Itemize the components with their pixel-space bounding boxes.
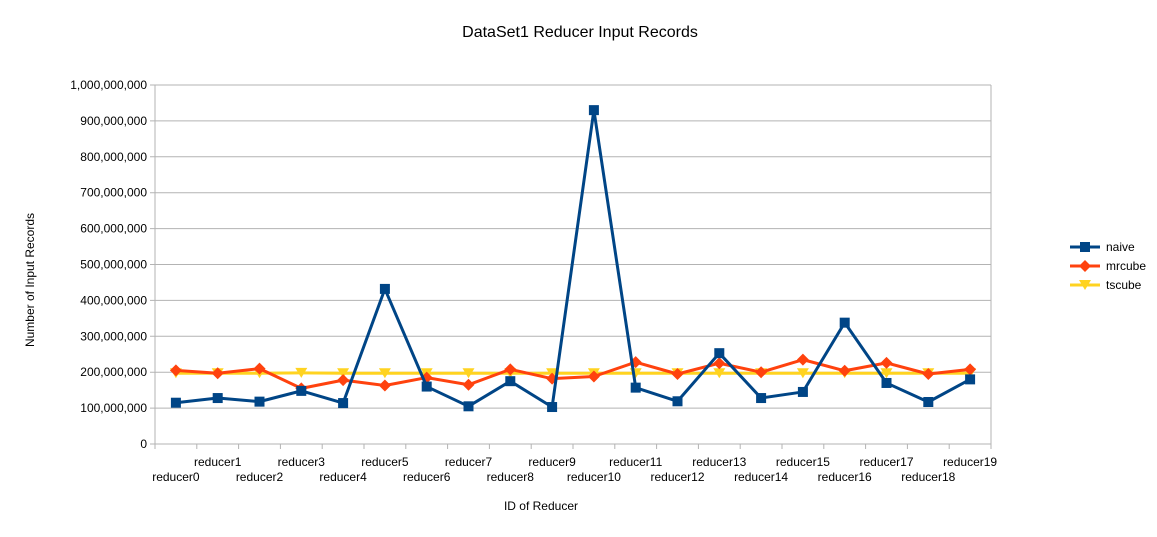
- data-point-naive: [464, 401, 474, 411]
- axes: 0 100,000,000 200,000,000 300,000,000 400,00…: [70, 78, 997, 484]
- x-tick-label: reducer18: [901, 470, 955, 484]
- data-point-naive: [213, 393, 223, 403]
- x-tick-label: reducer12: [650, 470, 704, 484]
- data-point-mrcube: [881, 357, 893, 369]
- x-tick-label: reducer3: [278, 455, 326, 469]
- gridlines: [150, 85, 991, 444]
- x-tick-label: reducer16: [818, 470, 872, 484]
- x-tick-label: reducer19: [943, 455, 997, 469]
- series-naive: [171, 105, 975, 412]
- x-tick-label: reducer13: [692, 455, 746, 469]
- x-tick-label: reducer1: [194, 455, 242, 469]
- y-tick-label: 400,000,000: [80, 293, 147, 307]
- x-tick-label: reducer7: [445, 455, 493, 469]
- data-point-naive: [547, 402, 557, 412]
- y-tick-label: 900,000,000: [80, 114, 147, 128]
- x-tick-label: reducer9: [528, 455, 576, 469]
- data-point-mrcube: [839, 365, 851, 377]
- data-point-naive: [505, 376, 515, 386]
- y-tick-label: 200,000,000: [80, 365, 147, 379]
- data-point-naive: [714, 348, 724, 358]
- y-tick-label: 1,000,000,000: [70, 78, 147, 92]
- x-tick-label: reducer14: [734, 470, 788, 484]
- data-point-naive: [171, 398, 181, 408]
- data-point-naive: [589, 105, 599, 115]
- x-tick-label: reducer8: [487, 470, 535, 484]
- data-point-mrcube: [755, 366, 767, 378]
- legend-marker: [1079, 260, 1091, 272]
- y-tick-label: 100,000,000: [80, 401, 147, 415]
- data-point-naive: [840, 318, 850, 328]
- x-tick-label: reducer17: [859, 455, 913, 469]
- data-point-naive: [422, 382, 432, 392]
- y-axis-label: Number of Input Records: [23, 213, 37, 347]
- data-point-naive: [882, 378, 892, 388]
- data-point-naive: [965, 374, 975, 384]
- data-point-naive: [255, 397, 265, 407]
- x-tick-label: reducer0: [152, 470, 200, 484]
- legend-item-mrcube: mrcube: [1070, 259, 1146, 273]
- legend-marker: [1080, 242, 1090, 252]
- data-point-mrcube: [337, 374, 349, 386]
- legend-item-tscube: tscube: [1070, 278, 1142, 292]
- x-tick-label: reducer15: [776, 455, 830, 469]
- data-point-naive: [338, 398, 348, 408]
- data-point-naive: [673, 396, 683, 406]
- y-tick-label: 600,000,000: [80, 222, 147, 236]
- data-point-naive: [380, 284, 390, 294]
- series-line-naive: [176, 110, 970, 407]
- legend: naive mrcube tscube: [1070, 240, 1146, 292]
- x-tick-label: reducer6: [403, 470, 451, 484]
- data-point-naive: [798, 387, 808, 397]
- x-tick-label: reducer2: [236, 470, 284, 484]
- x-axis-label: ID of Reducer: [504, 499, 578, 513]
- y-tick-label: 800,000,000: [80, 150, 147, 164]
- legend-label: mrcube: [1106, 259, 1146, 273]
- y-tick-label: 0: [140, 437, 147, 451]
- data-point-mrcube: [797, 354, 809, 366]
- x-tick-label: reducer4: [319, 470, 367, 484]
- data-point-naive: [296, 386, 306, 396]
- x-tick-label: reducer10: [567, 470, 621, 484]
- x-tick-label: reducer11: [609, 455, 662, 469]
- data-point-mrcube: [379, 379, 391, 391]
- data-point-naive: [923, 397, 933, 407]
- y-tick-label: 500,000,000: [80, 258, 147, 272]
- y-tick-label: 700,000,000: [80, 186, 147, 200]
- legend-label: naive: [1106, 240, 1135, 254]
- series-layer: [170, 105, 976, 412]
- legend-label: tscube: [1106, 278, 1142, 292]
- data-point-naive: [756, 393, 766, 403]
- data-point-mrcube: [463, 379, 475, 391]
- data-point-naive: [631, 383, 641, 393]
- chart-title: DataSet1 Reducer Input Records: [462, 24, 698, 41]
- legend-item-naive: naive: [1070, 240, 1135, 254]
- x-tick-label: reducer5: [361, 455, 409, 469]
- y-tick-label: 300,000,000: [80, 329, 147, 343]
